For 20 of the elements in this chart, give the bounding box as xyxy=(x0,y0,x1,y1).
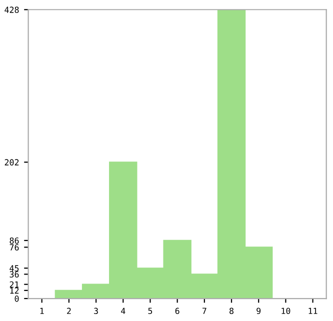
x-tick-label: 3 xyxy=(94,308,98,314)
x-tick-label: 2 xyxy=(67,308,71,314)
y-tick-label: 428 xyxy=(4,6,19,13)
y-tick-label: 202 xyxy=(4,159,19,166)
y-tick-label: 21 xyxy=(10,281,19,288)
y-tick-label: 76 xyxy=(10,244,19,251)
x-tick-label: 9 xyxy=(256,308,261,314)
x-tick-label: 8 xyxy=(230,308,234,314)
y-tick-label: 0 xyxy=(14,296,19,302)
x-tick-label: 7 xyxy=(202,308,206,314)
y-tick-label: 86 xyxy=(10,237,19,244)
x-tick-label: 11 xyxy=(308,308,318,314)
x-tick-label: 5 xyxy=(148,308,152,314)
y-tick-label: 36 xyxy=(10,271,19,278)
x-tick-label: 1 xyxy=(40,308,44,314)
x-tick-label: 4 xyxy=(121,308,126,314)
y-tick-label: 45 xyxy=(10,265,19,272)
y-tick-label: 12 xyxy=(10,287,19,294)
x-tick-label: 10 xyxy=(282,308,290,314)
x-tick-label: 6 xyxy=(175,308,180,314)
